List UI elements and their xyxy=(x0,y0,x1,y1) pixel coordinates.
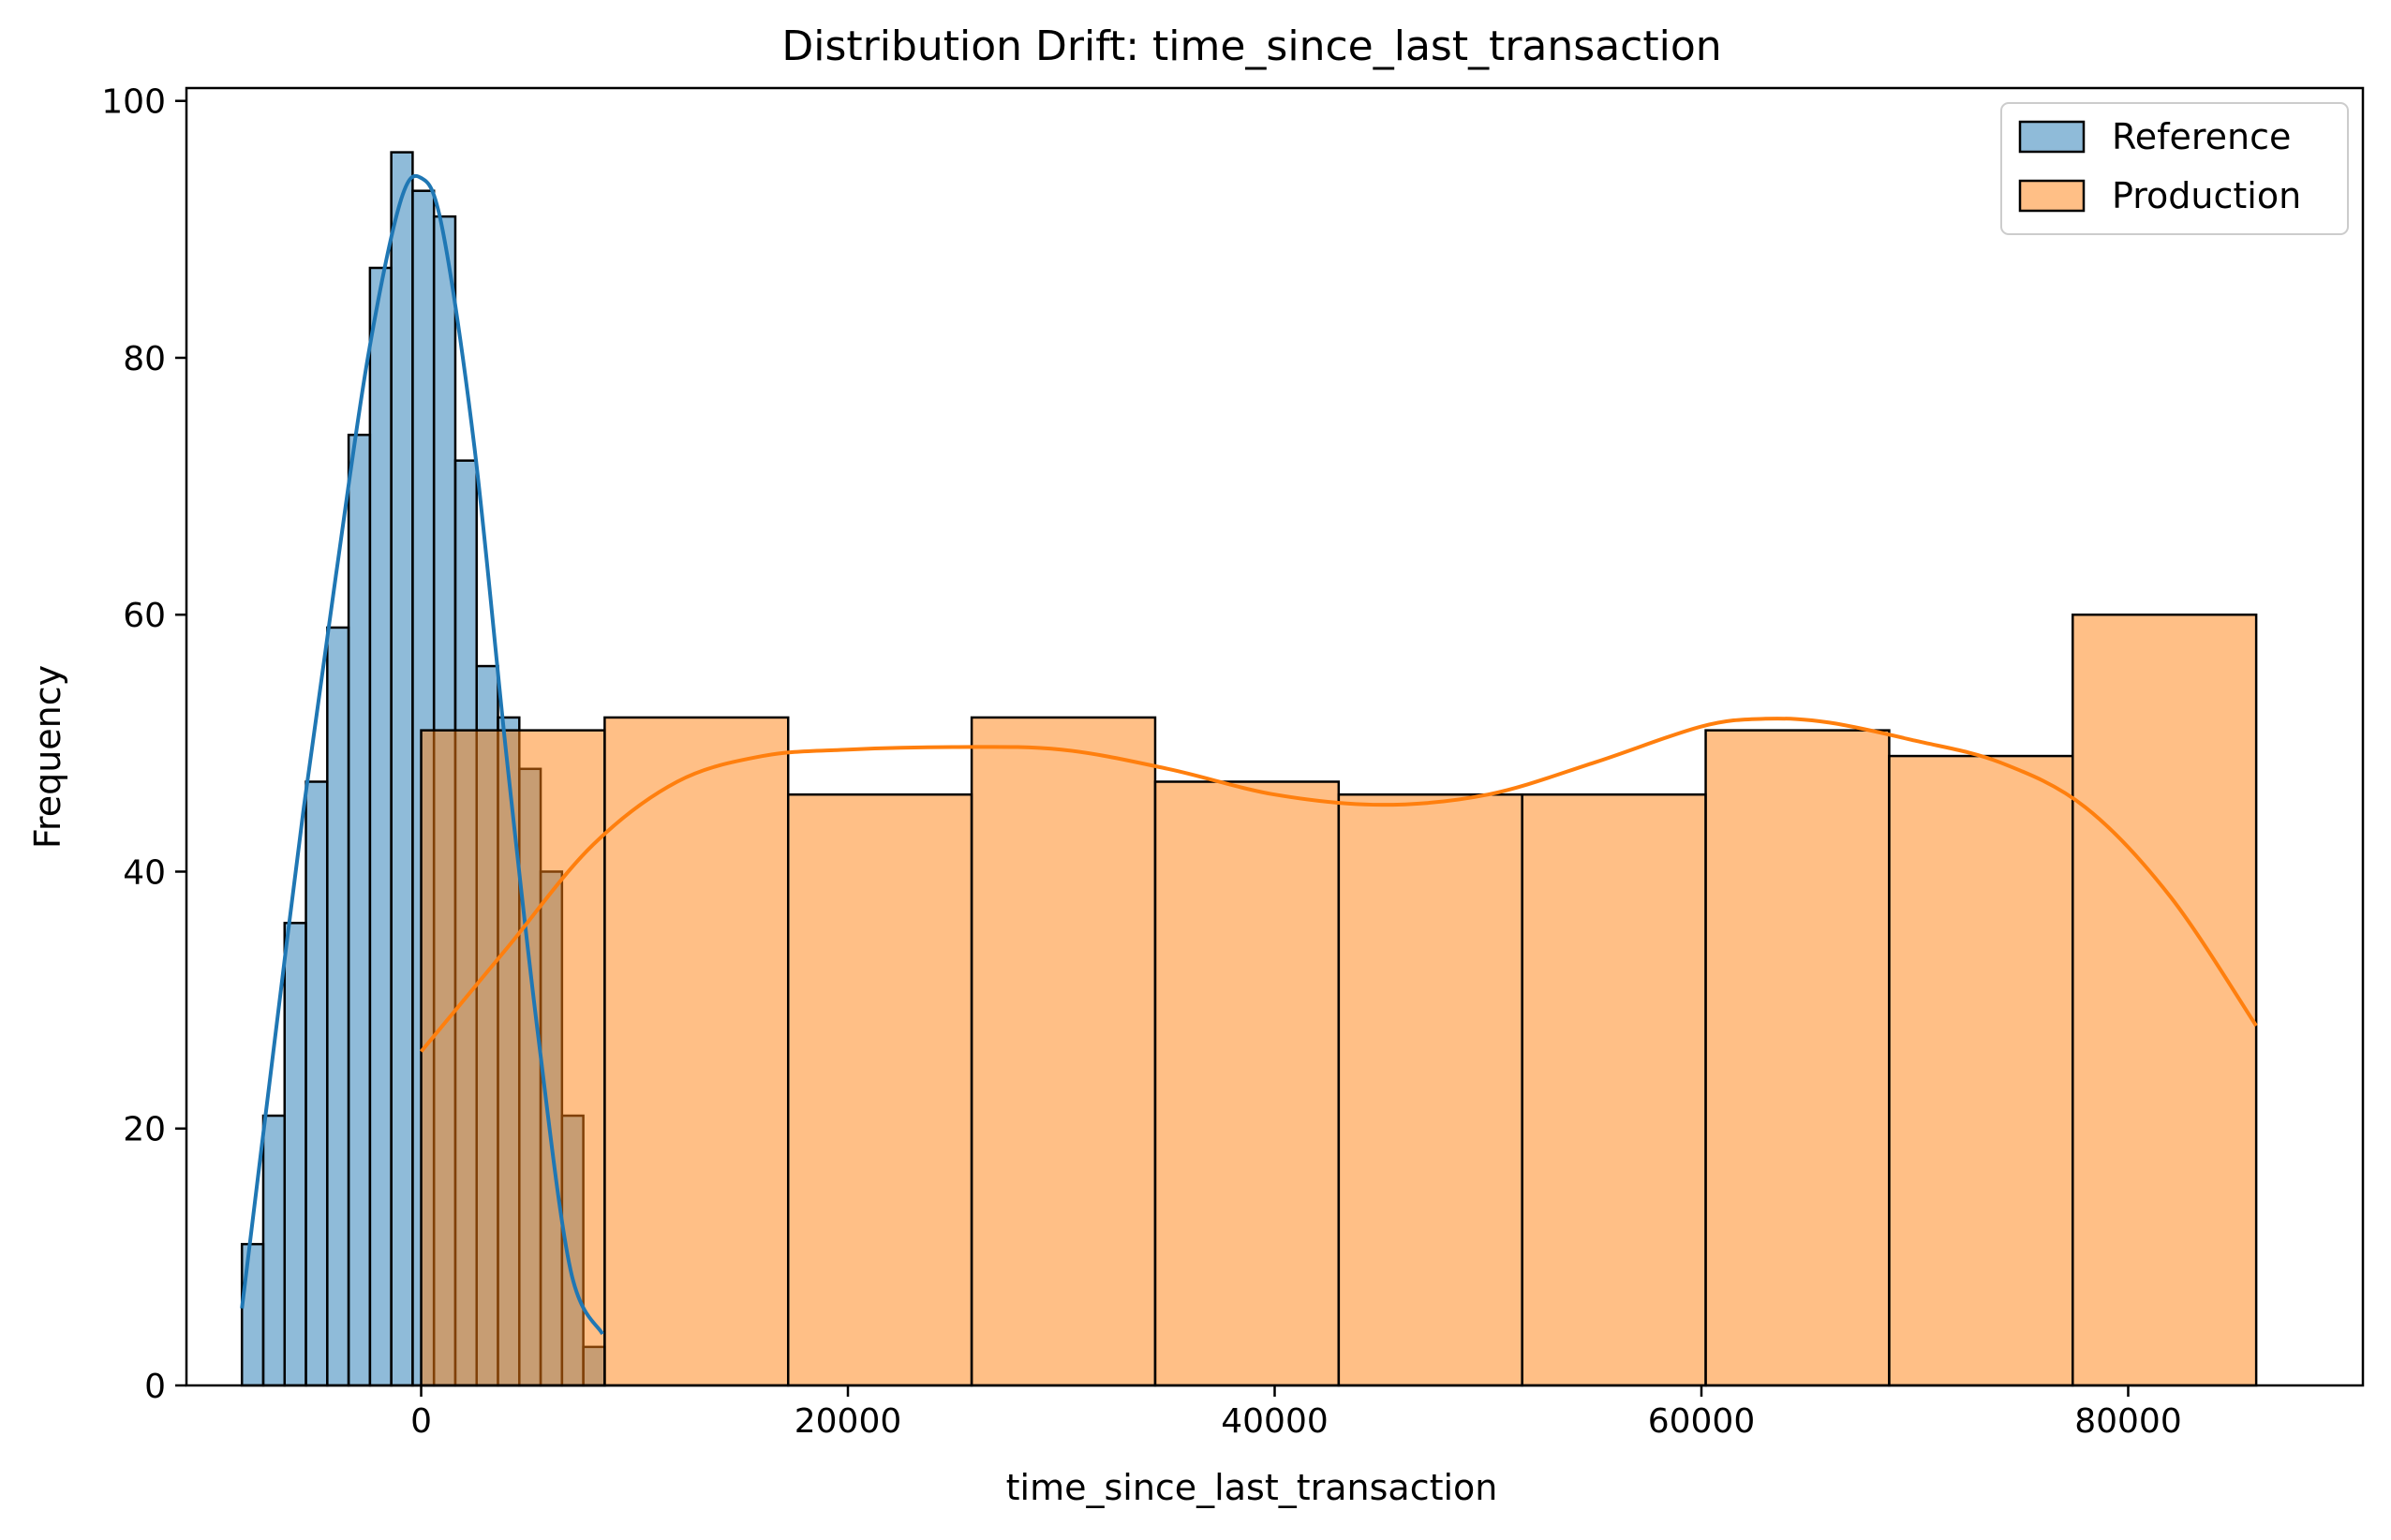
legend-label-2: Production xyxy=(2112,175,2301,216)
production-kde-line xyxy=(419,717,2258,1053)
legend-box xyxy=(2000,102,2349,235)
y-tick-label: 0 xyxy=(144,1368,166,1406)
x-axis-label: time_since_last_transaction xyxy=(1006,1467,1498,1508)
y-tick-label: 60 xyxy=(123,597,166,635)
y-tick-label: 100 xyxy=(101,83,166,122)
reference-kde-line xyxy=(240,173,604,1336)
reference-bar-1 xyxy=(240,1242,265,1387)
production-bar-7 xyxy=(1521,792,1707,1387)
legend: Reference Production xyxy=(2000,102,2349,235)
legend-swatch-2 xyxy=(2018,179,2086,213)
reference-bar-3 xyxy=(283,922,307,1387)
reference-bar-8 xyxy=(390,151,414,1387)
production-bar-4 xyxy=(970,716,1157,1387)
legend-label-1: Reference xyxy=(2112,116,2291,157)
y-tick-label: 80 xyxy=(123,340,166,378)
production-bar-6 xyxy=(1337,792,1523,1387)
kde-lines xyxy=(240,173,2258,1336)
production-bar-9 xyxy=(1888,754,2074,1387)
production-bar-1 xyxy=(420,729,606,1387)
production-bar-10 xyxy=(2072,613,2258,1387)
axes: 0 20000 40000 60000 80000 0 20 40 60 80 100 xyxy=(101,83,2365,1441)
x-tick-label: 60000 xyxy=(1648,1402,1756,1441)
reference-bar-4 xyxy=(304,780,329,1387)
production-bar-3 xyxy=(786,792,973,1387)
production-bar-5 xyxy=(1153,780,1341,1387)
chart-title: Distribution Drift: time_since_last_tran… xyxy=(781,22,1721,70)
y-tick-label: 20 xyxy=(123,1111,166,1149)
reference-bar-5 xyxy=(326,626,350,1387)
y-axis-label: Frequency xyxy=(27,665,68,849)
production-bar-2 xyxy=(603,716,790,1387)
production-bar-8 xyxy=(1704,729,1891,1387)
reference-bar-7 xyxy=(368,266,393,1387)
x-tick-label: 0 xyxy=(410,1402,432,1441)
x-tick-label: 40000 xyxy=(1221,1402,1329,1441)
x-tick-label: 80000 xyxy=(2074,1402,2182,1441)
y-tick-label: 40 xyxy=(123,853,166,892)
reference-bar-6 xyxy=(347,433,372,1387)
reference-bar-2 xyxy=(261,1114,287,1387)
x-tick-label: 20000 xyxy=(795,1402,902,1441)
production-bars xyxy=(420,613,2258,1387)
legend-swatch-1 xyxy=(2018,120,2086,154)
